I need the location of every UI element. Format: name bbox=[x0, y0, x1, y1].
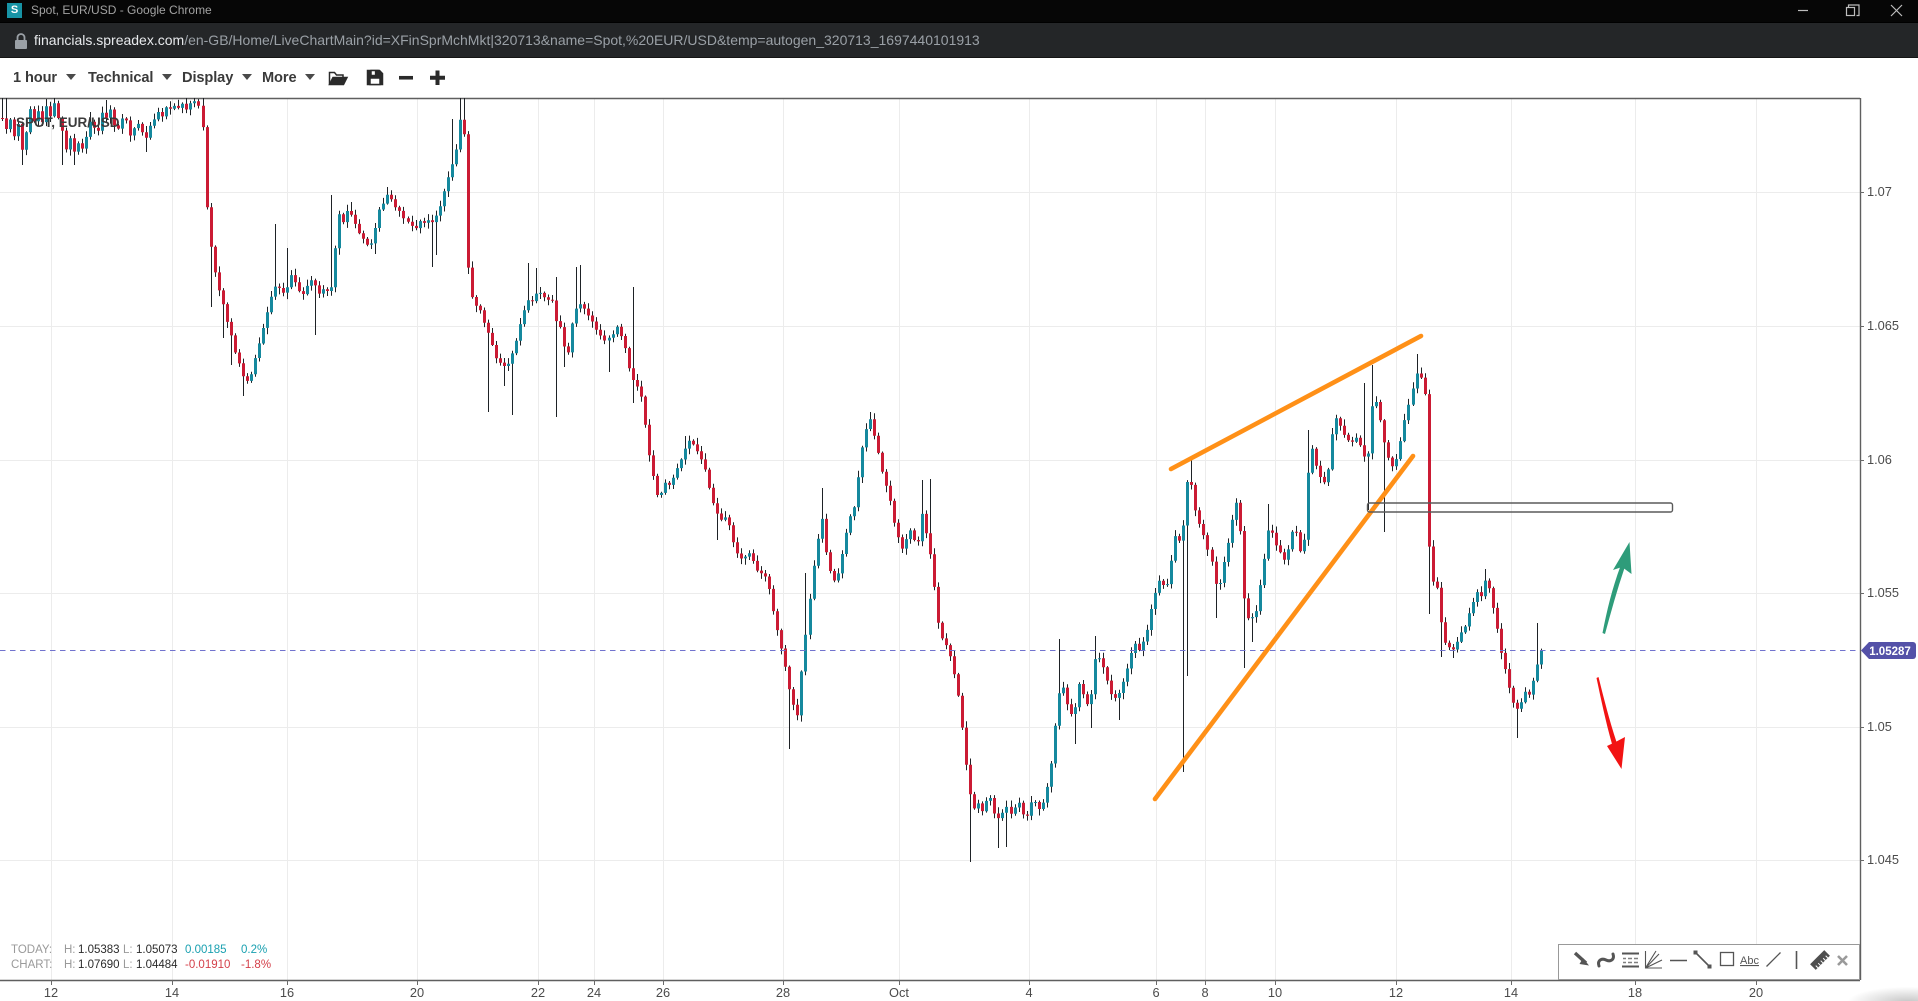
svg-text:-0.01910: -0.01910 bbox=[185, 959, 230, 971]
svg-text:6: 6 bbox=[1152, 985, 1159, 1000]
svg-text:1.045: 1.045 bbox=[1867, 852, 1899, 867]
svg-text:1.055: 1.055 bbox=[1867, 585, 1899, 600]
svg-text:20: 20 bbox=[1749, 985, 1763, 1000]
svg-text:10: 10 bbox=[1268, 985, 1282, 1000]
svg-text:H:: H: bbox=[64, 944, 76, 956]
svg-text:18: 18 bbox=[1628, 985, 1642, 1000]
svg-text:1.05: 1.05 bbox=[1867, 719, 1892, 734]
svg-text:28: 28 bbox=[776, 985, 790, 1000]
svg-text:1.065: 1.065 bbox=[1867, 318, 1899, 333]
svg-text:8: 8 bbox=[1201, 985, 1208, 1000]
svg-text:1.05073: 1.05073 bbox=[136, 944, 178, 956]
svg-text:1.05383: 1.05383 bbox=[78, 944, 120, 956]
svg-text:SPOT, EUR/USD: SPOT, EUR/USD bbox=[16, 115, 120, 130]
svg-text:1.04484: 1.04484 bbox=[136, 959, 178, 971]
svg-text:0.00185: 0.00185 bbox=[185, 944, 227, 956]
svg-text:1.05287: 1.05287 bbox=[1869, 646, 1911, 658]
svg-text:4: 4 bbox=[1025, 985, 1032, 1000]
svg-text:CHART:: CHART: bbox=[11, 959, 52, 971]
svg-text:1.07: 1.07 bbox=[1867, 184, 1892, 199]
svg-text:22: 22 bbox=[531, 985, 545, 1000]
svg-text:Oct: Oct bbox=[889, 985, 909, 1000]
svg-text:-1.8%: -1.8% bbox=[241, 959, 271, 971]
svg-text:14: 14 bbox=[1504, 985, 1518, 1000]
svg-text:14: 14 bbox=[165, 985, 179, 1000]
svg-text:24: 24 bbox=[587, 985, 601, 1000]
svg-text:12: 12 bbox=[44, 985, 58, 1000]
svg-text:1.07690: 1.07690 bbox=[78, 959, 120, 971]
svg-text:TODAY:: TODAY: bbox=[11, 944, 52, 956]
svg-text:L:: L: bbox=[123, 944, 133, 956]
svg-text:Abc: Abc bbox=[1740, 955, 1759, 967]
svg-text:16: 16 bbox=[280, 985, 294, 1000]
svg-text:1.06: 1.06 bbox=[1867, 452, 1892, 467]
svg-text:20: 20 bbox=[410, 985, 424, 1000]
svg-text:H:: H: bbox=[64, 959, 76, 971]
svg-text:26: 26 bbox=[656, 985, 670, 1000]
svg-text:0.2%: 0.2% bbox=[241, 944, 267, 956]
svg-text:L:: L: bbox=[123, 959, 133, 971]
svg-text:12: 12 bbox=[1389, 985, 1403, 1000]
